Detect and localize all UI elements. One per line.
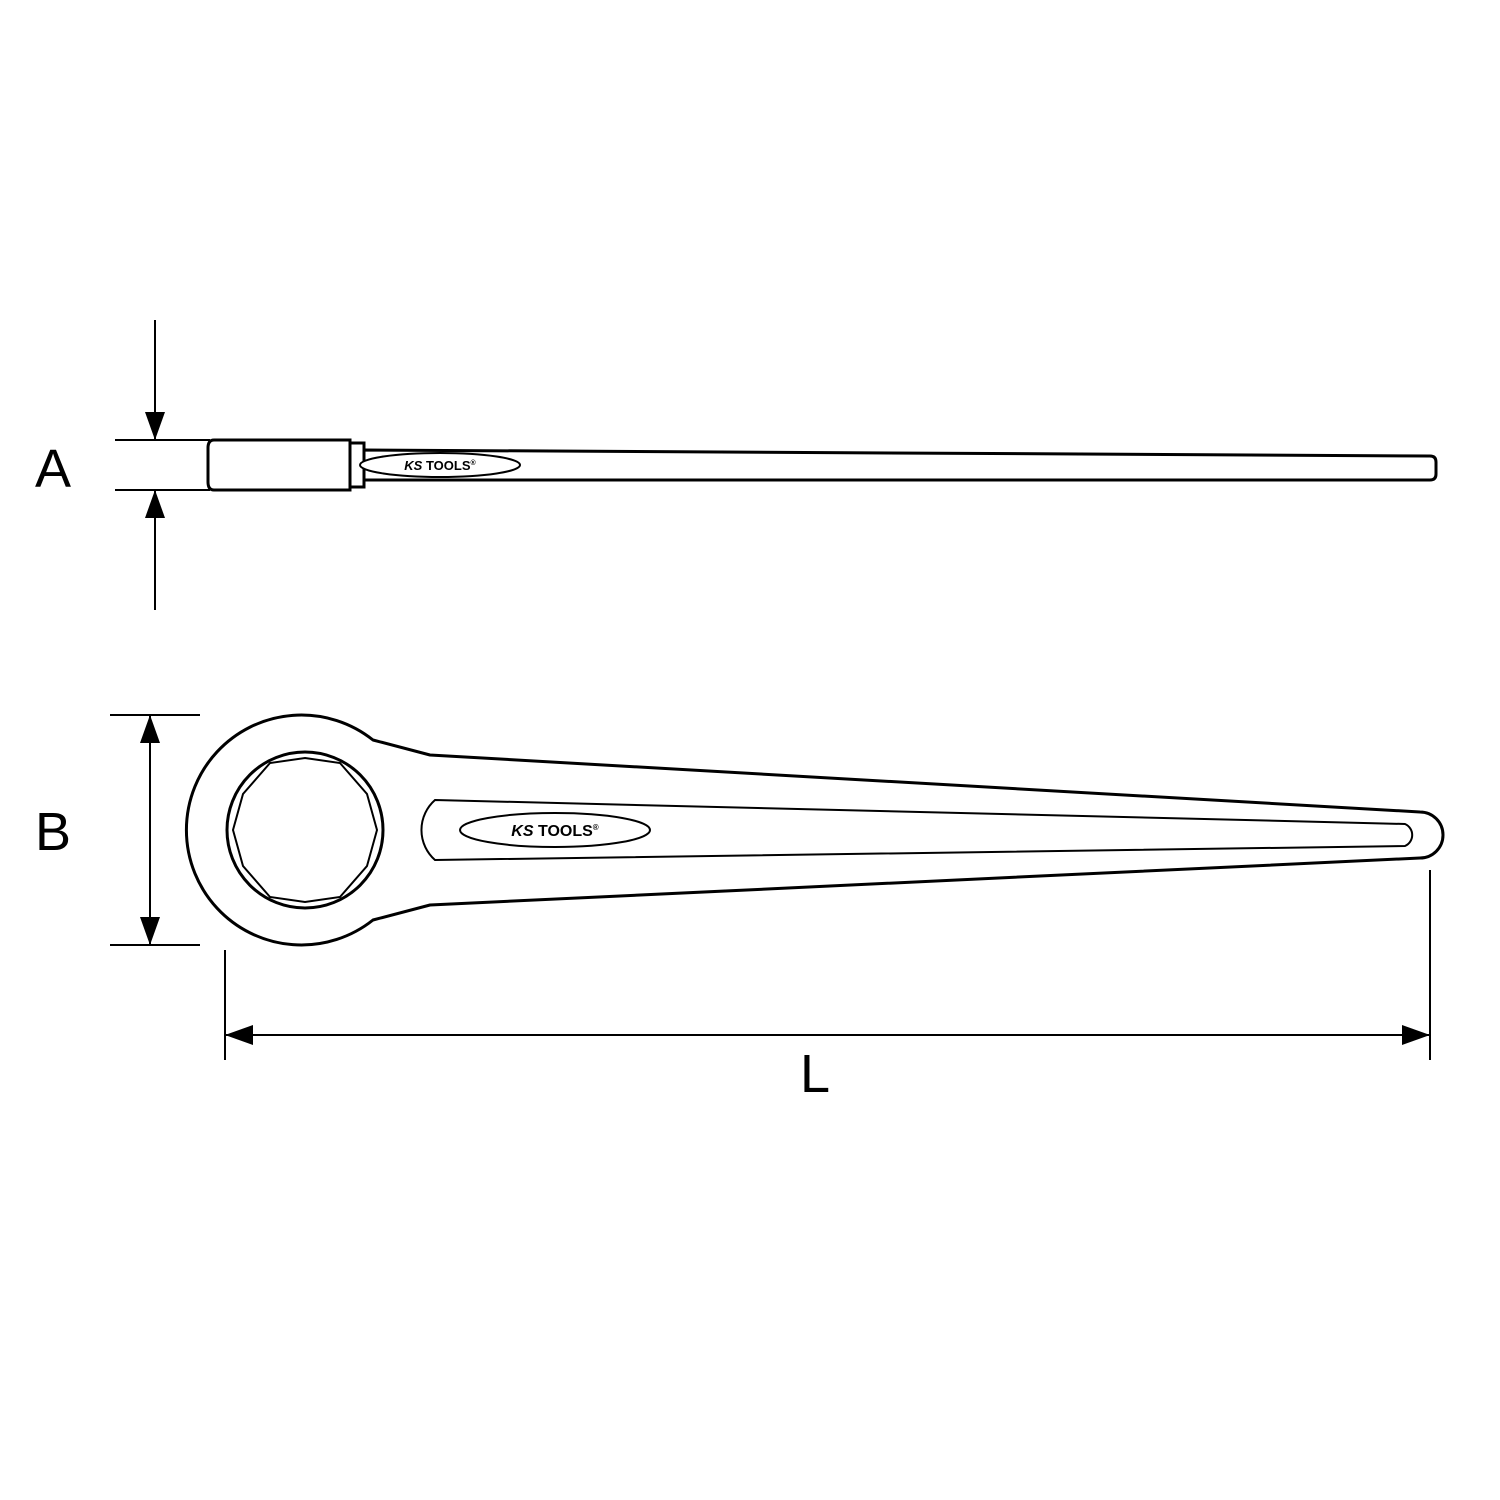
ring-dodecagon xyxy=(233,758,377,902)
label-A: A xyxy=(35,439,71,499)
svg-text:KS TOOLS®: KS TOOLS® xyxy=(404,458,476,473)
brand-badge-top: KS TOOLS® xyxy=(460,813,650,847)
side-view: KS TOOLS® xyxy=(208,440,1436,490)
dimension-B: B xyxy=(35,715,200,945)
dimension-L: L xyxy=(225,870,1430,1104)
brand-badge-side: KS TOOLS® xyxy=(360,453,520,477)
label-L: L xyxy=(800,1044,830,1104)
dimension-A: A xyxy=(35,320,210,610)
top-view: KS TOOLS® xyxy=(186,715,1443,945)
svg-text:KS TOOLS®: KS TOOLS® xyxy=(511,823,599,840)
diagram-canvas: KS TOOLS® A KS TO xyxy=(0,0,1500,1500)
label-B: B xyxy=(35,802,71,862)
